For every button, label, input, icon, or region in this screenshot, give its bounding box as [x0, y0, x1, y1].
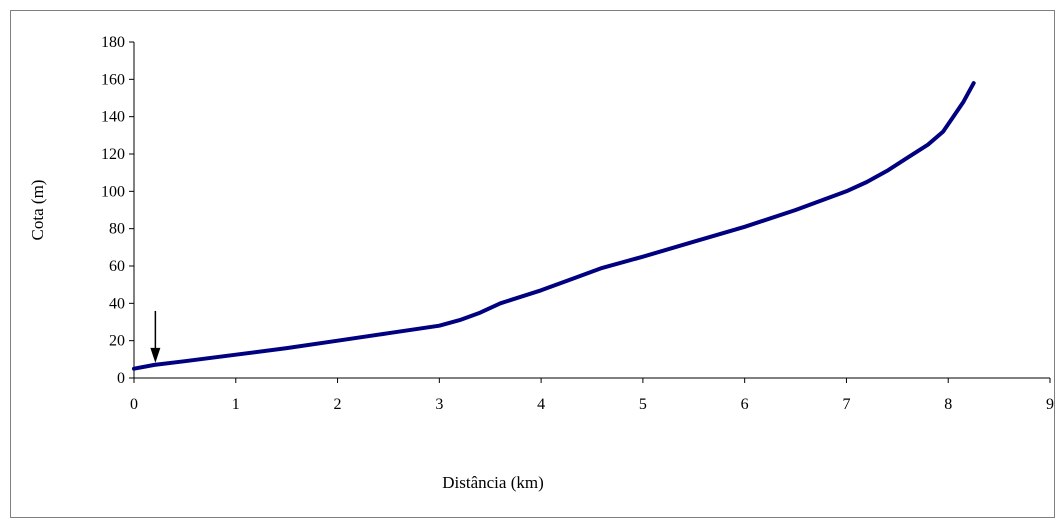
tick-marks — [129, 41, 1051, 383]
x-tick-label: 7 — [842, 396, 850, 413]
x-tick-label: 5 — [639, 396, 647, 413]
x-tick-label: 8 — [944, 396, 952, 413]
y-tick-label: 100 — [101, 183, 125, 200]
x-axis-title: Distância (km) — [442, 473, 544, 492]
y-tick-label: 60 — [109, 258, 125, 275]
y-tick-label: 180 — [101, 34, 125, 51]
y-tick-label: 140 — [101, 109, 125, 126]
x-tick-label: 6 — [741, 396, 749, 413]
annotations — [150, 310, 161, 363]
chart-frame — [10, 10, 1055, 518]
y-tick-label: 40 — [109, 295, 125, 312]
x-tick-label: 3 — [435, 396, 443, 413]
x-tick-label: 0 — [130, 396, 138, 413]
axes — [133, 42, 1050, 379]
tick-labels: 0 20 40 60 80 100 120 140 160 180 0 1 2 3 4 5 6 7 8 9 — [101, 34, 1054, 413]
y-tick-label: 160 — [101, 71, 125, 88]
y-tick-label: 80 — [109, 221, 125, 238]
x-tick-label: 4 — [537, 396, 545, 413]
series-group — [132, 81, 976, 371]
x-tick-label: 2 — [334, 396, 342, 413]
y-tick-label: 0 — [117, 370, 125, 387]
series-line — [132, 81, 976, 371]
arrow-head — [150, 347, 161, 363]
y-tick-label: 120 — [101, 146, 125, 163]
y-axis-title: Cota (m) — [28, 180, 47, 241]
y-tick-label: 20 — [109, 333, 125, 350]
x-tick-label: 9 — [1046, 396, 1054, 413]
x-tick-label: 1 — [232, 396, 240, 413]
